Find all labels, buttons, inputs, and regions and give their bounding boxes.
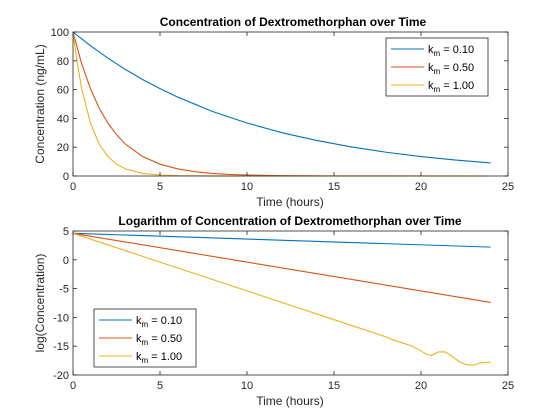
chart-log-concentration: Logarithm of Concentration of Dextrometh… (33, 214, 514, 408)
y-tick-label: -20 (53, 370, 69, 382)
y-tick-label: 0 (63, 255, 69, 267)
x-tick-label: 10 (241, 181, 253, 193)
x-tick-label: 5 (157, 380, 163, 392)
chart-title: Concentration of Dextromethorphan over T… (160, 15, 427, 29)
legend: km = 0.10 km = 0.50 km = 1.00 (385, 37, 489, 97)
x-tick-label: 10 (241, 380, 253, 392)
x-tick-label: 15 (328, 181, 340, 193)
legend-entry-0: km = 0.10 (428, 44, 474, 58)
y-tick-label: -5 (59, 284, 69, 296)
x-tick-label: 0 (70, 380, 76, 392)
series-line-0 (72, 31, 491, 164)
series-group (72, 232, 491, 366)
x-axis-ticks: 0 5 10 15 20 25 (70, 231, 514, 392)
x-axis-label: Time (hours) (256, 394, 324, 408)
y-tick-label: 40 (57, 113, 69, 125)
y-tick-label: 80 (57, 56, 69, 68)
y-tick-label: 100 (51, 27, 69, 39)
y-axis-ticks: -20 -15 -10 -5 0 5 (53, 226, 508, 382)
x-tick-label: 25 (502, 380, 514, 392)
x-axis-label: Time (hours) (256, 195, 324, 209)
series-line-2 (72, 232, 491, 366)
y-tick-label: 5 (63, 226, 69, 238)
series-line-1 (72, 232, 491, 303)
x-tick-label: 15 (328, 380, 340, 392)
x-tick-label: 20 (415, 181, 427, 193)
legend-entry-2: km = 1.00 (136, 351, 182, 365)
chart-title: Logarithm of Concentration of Dextrometh… (118, 214, 461, 228)
y-axis-ticks: 0 20 40 60 80 100 (51, 27, 508, 183)
y-tick-label: -10 (53, 312, 69, 324)
series-line-0 (72, 232, 491, 248)
y-tick-label: 60 (57, 85, 69, 97)
y-tick-label: 0 (63, 171, 69, 183)
x-axis-ticks: 0 5 10 15 20 25 (70, 32, 514, 193)
chart-concentration: Concentration of Dextromethorphan over T… (33, 15, 514, 209)
legend-entry-0: km = 0.10 (136, 315, 182, 329)
y-axis-label: Concentration (ng/mL) (33, 44, 47, 163)
plot-area-border (72, 230, 509, 376)
y-tick-label: 20 (57, 142, 69, 154)
x-tick-label: 0 (70, 181, 76, 193)
legend-entry-1: km = 0.50 (136, 333, 182, 347)
y-axis-label: log(Concentration) (33, 254, 47, 353)
x-tick-label: 25 (502, 181, 514, 193)
plot-area-border (72, 31, 509, 177)
legend-entry-2: km = 1.00 (428, 80, 474, 94)
series-line-1 (72, 31, 491, 177)
y-tick-label: -15 (53, 341, 69, 353)
x-tick-label: 5 (157, 181, 163, 193)
legend: km = 0.10 km = 0.50 km = 1.00 (93, 308, 197, 368)
x-tick-label: 20 (415, 380, 427, 392)
legend-entry-1: km = 0.50 (428, 62, 474, 76)
